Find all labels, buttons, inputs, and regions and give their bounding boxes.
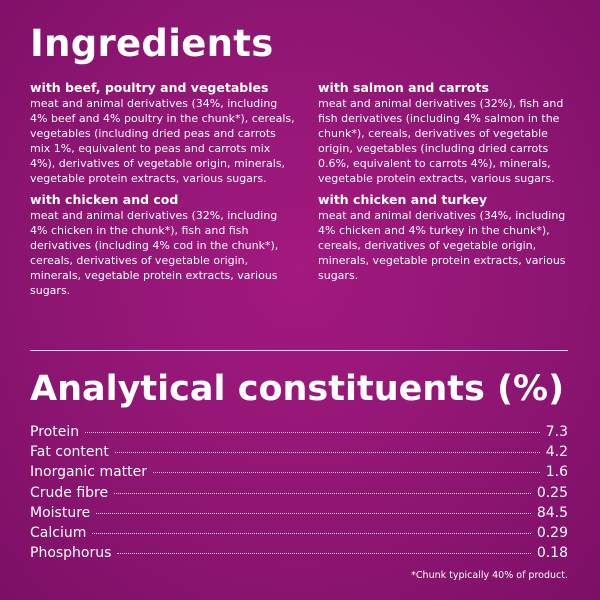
recipe-chicken-cod: with chicken and cod meat and animal der… [30, 192, 298, 298]
constituent-value: 7.3 [545, 424, 568, 440]
constituent-name: Phosphorus [30, 545, 112, 562]
dot-leader [114, 452, 540, 454]
constituent-value: 4.2 [545, 444, 568, 461]
dot-leader [92, 532, 531, 534]
table-row: Calcium 0.29 [30, 523, 568, 543]
section-divider [30, 350, 568, 351]
ingredients-title: Ingredients [30, 22, 274, 65]
ingredients-left-column: with beef, poultry and vegetables meat a… [30, 80, 298, 304]
dot-leader [85, 432, 540, 433]
constituent-name: Calcium [30, 524, 87, 541]
constituent-value: 0.29 [536, 524, 568, 541]
constituent-name: Moisture [30, 504, 91, 521]
analytical-title: Analytical constituents (%) [30, 369, 565, 409]
recipe-heading: with beef, poultry and vegetables [30, 80, 269, 95]
footnote: *Chunk typically 40% of product. [411, 570, 568, 581]
constituent-name: Fat content [30, 444, 109, 461]
constituent-value: 0.18 [536, 545, 568, 562]
table-row: Phosphorus 0.18 [30, 543, 568, 563]
constituent-name: Inorganic matter [30, 464, 148, 481]
constituent-value: 1.6 [545, 464, 568, 481]
recipe-chicken-turkey: with chicken and turkey meat and animal … [318, 192, 576, 283]
constituent-value: 84.5 [536, 504, 568, 521]
constituent-name: Crude fibre [30, 484, 109, 501]
ingredients-right-column: with salmon and carrots meat and animal … [318, 80, 576, 289]
recipe-text: meat and animal derivatives (32%, includ… [30, 209, 279, 297]
recipe-heading: with chicken and cod [30, 192, 179, 207]
constituent-value: 0.25 [536, 484, 568, 501]
recipe-text: meat and animal derivatives (34%, includ… [318, 209, 566, 282]
table-row: Fat content 4.2 [30, 442, 568, 462]
analytical-table: Protein 7.3 Fat content 4.2 Inorganic ma… [30, 422, 568, 563]
dot-leader [96, 512, 531, 514]
table-row: Protein 7.3 [30, 422, 568, 442]
table-row: Inorganic matter 1.6 [30, 462, 568, 482]
recipe-heading: with chicken and turkey [318, 192, 488, 207]
recipe-text: meat and animal derivatives (34%, includ… [30, 97, 295, 185]
recipe-text: meat and animal derivatives (32%), fish … [318, 97, 564, 185]
recipe-heading: with salmon and carrots [318, 80, 489, 95]
table-row: Crude fibre 0.25 [30, 483, 568, 503]
table-row: Moisture 84.5 [30, 503, 568, 523]
recipe-beef-poultry-vegetables: with beef, poultry and vegetables meat a… [30, 80, 298, 186]
dot-leader [153, 472, 540, 474]
recipe-salmon-carrots: with salmon and carrots meat and animal … [318, 80, 576, 186]
dot-leader [114, 492, 531, 494]
dot-leader [117, 553, 531, 555]
constituent-name: Protein [30, 424, 80, 440]
